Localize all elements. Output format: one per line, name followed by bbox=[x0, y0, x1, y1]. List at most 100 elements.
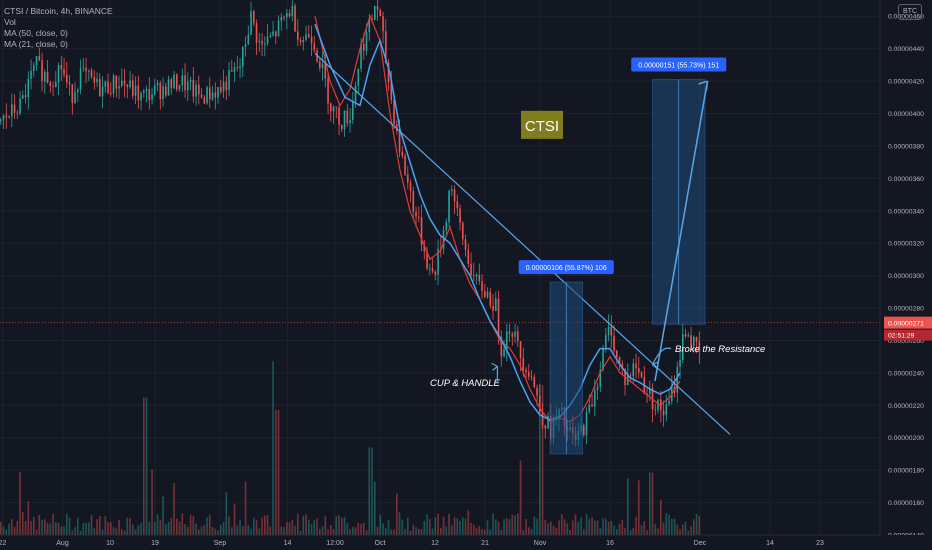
volume-bar bbox=[473, 524, 475, 535]
indicator-ma21[interactable]: MA (21, close, 0) bbox=[4, 39, 68, 49]
candle-body bbox=[2, 115, 5, 120]
volume-bar bbox=[313, 520, 316, 535]
candle-body bbox=[159, 82, 162, 99]
candle-body bbox=[382, 15, 384, 32]
annotation-text: CUP & HANDLE bbox=[430, 378, 501, 389]
candle-body bbox=[0, 119, 2, 122]
candle-body bbox=[211, 92, 214, 100]
candle-body bbox=[687, 335, 690, 337]
volume-bar bbox=[657, 528, 659, 535]
candle-body bbox=[365, 32, 368, 51]
volume-bar bbox=[409, 530, 412, 535]
volume-bar bbox=[690, 526, 692, 535]
candle-body bbox=[99, 78, 101, 97]
candle-body bbox=[68, 82, 71, 85]
candle-body bbox=[695, 336, 698, 342]
volume-bar bbox=[390, 529, 393, 535]
indicator-volume[interactable]: Vol bbox=[4, 17, 16, 27]
candle-body bbox=[8, 116, 10, 118]
volume-bar bbox=[354, 527, 357, 535]
symbol-title[interactable]: CTSI / Bitcoin, 4h, BINANCE bbox=[4, 6, 113, 16]
candle-body bbox=[387, 63, 390, 83]
volume-bar bbox=[96, 519, 98, 535]
volume-bar bbox=[462, 517, 464, 535]
candle-body bbox=[195, 84, 197, 97]
candle-body bbox=[250, 11, 252, 35]
volume-bar bbox=[189, 514, 192, 535]
volume-bar bbox=[382, 523, 384, 535]
candle-body bbox=[354, 85, 357, 102]
candle-body bbox=[640, 372, 643, 378]
candle-body bbox=[11, 104, 13, 117]
time-axis-background bbox=[0, 535, 932, 550]
volume-bar bbox=[286, 522, 288, 535]
volume-bar bbox=[327, 529, 329, 535]
volume-bar bbox=[187, 526, 189, 535]
volume-bar bbox=[319, 528, 321, 535]
candle-body bbox=[506, 331, 508, 350]
volume-bar bbox=[236, 525, 239, 535]
indicator-ma50[interactable]: MA (50, close, 0) bbox=[4, 28, 68, 38]
candle-body bbox=[621, 363, 624, 370]
volume-bar bbox=[129, 518, 131, 535]
volume-bar bbox=[544, 519, 547, 535]
candle-body bbox=[588, 404, 591, 412]
y-tick-label: 0.00000240 bbox=[888, 370, 924, 377]
candle-body bbox=[88, 70, 90, 72]
volume-bar bbox=[24, 521, 27, 535]
volume-bars bbox=[0, 361, 701, 535]
volume-bar bbox=[288, 522, 291, 535]
candle-body bbox=[269, 35, 272, 37]
y-tick-label: 0.00000420 bbox=[888, 79, 924, 86]
candle-body bbox=[313, 43, 316, 51]
volume-bar bbox=[258, 528, 261, 535]
candle-body bbox=[547, 415, 549, 429]
candle-body bbox=[363, 43, 365, 51]
candle-body bbox=[222, 81, 225, 92]
volume-bar bbox=[456, 518, 459, 535]
volume-bar bbox=[651, 472, 654, 535]
volume-bar bbox=[162, 496, 164, 535]
volume-bar bbox=[607, 521, 610, 535]
volume-bar bbox=[629, 530, 632, 535]
volume-bar bbox=[528, 527, 530, 535]
volume-bar bbox=[671, 518, 673, 535]
candle-body bbox=[35, 56, 38, 66]
candle-body bbox=[464, 239, 467, 250]
y-tick-label: 0.00000260 bbox=[888, 338, 924, 345]
candle-body bbox=[148, 89, 151, 100]
volume-bar bbox=[101, 529, 104, 535]
candle-body bbox=[662, 410, 665, 416]
volume-bar bbox=[610, 520, 613, 535]
candle-body bbox=[357, 68, 360, 86]
volume-bar bbox=[632, 527, 635, 535]
volume-bar bbox=[343, 516, 346, 535]
ctsi-label-box bbox=[521, 110, 563, 139]
candle-body bbox=[602, 348, 604, 370]
volume-bar bbox=[500, 529, 503, 535]
candle-body bbox=[187, 81, 189, 91]
candle-body bbox=[434, 271, 437, 275]
y-tick-label: 0.00000200 bbox=[888, 435, 924, 442]
volume-bar bbox=[159, 519, 162, 535]
volume-bar bbox=[316, 518, 318, 535]
candle-body bbox=[104, 81, 107, 87]
countdown-tag bbox=[884, 329, 932, 341]
candle-body bbox=[121, 80, 123, 87]
volume-bar bbox=[605, 518, 607, 535]
volume-bar bbox=[412, 524, 415, 535]
currency-badge[interactable]: BTC bbox=[898, 4, 922, 20]
volume-bar bbox=[225, 492, 228, 535]
candle-body bbox=[324, 63, 327, 79]
volume-bar bbox=[308, 519, 310, 535]
candle-body bbox=[352, 101, 354, 121]
volume-bar bbox=[302, 515, 305, 535]
candle-body bbox=[632, 363, 635, 377]
candle-body bbox=[302, 40, 305, 43]
volume-bar bbox=[321, 526, 324, 535]
volume-bar bbox=[19, 471, 21, 535]
candle-body bbox=[134, 85, 137, 96]
volume-bar bbox=[310, 524, 313, 535]
y-tick-label: 0.00000280 bbox=[888, 306, 924, 313]
